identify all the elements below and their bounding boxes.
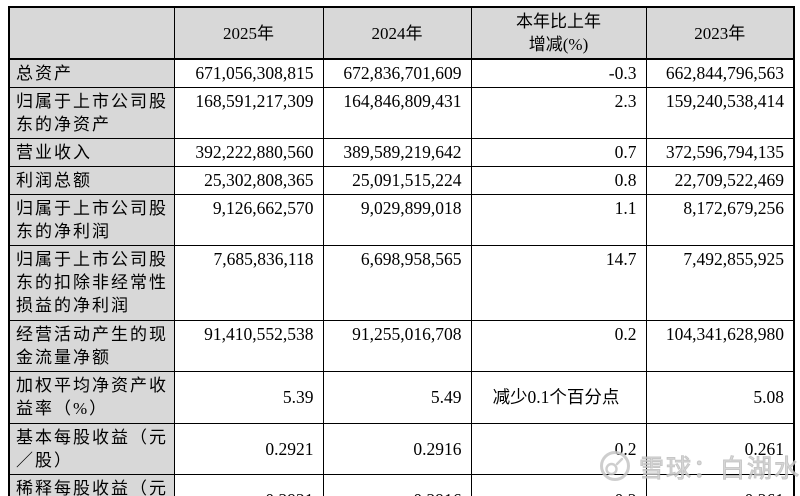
value-2025: 392,222,880,560 — [173, 138, 324, 167]
table-row: 利润总额 25,302,808,365 25,091,515,224 0.8 2… — [8, 166, 795, 195]
row-label: 归属于上市公司股东的净资产 — [8, 87, 175, 139]
value-2024: 164,846,809,431 — [322, 87, 472, 139]
value-2025: 91,410,552,538 — [173, 320, 324, 372]
row-label: 基本每股收益（元／股） — [8, 423, 175, 475]
value-2024: 6,698,958,565 — [322, 245, 472, 321]
value-2025: 0.2921 — [173, 474, 324, 496]
value-2024: 389,589,219,642 — [322, 138, 472, 167]
value-2024: 672,836,701,609 — [322, 58, 472, 88]
row-label: 加权平均净资产收益率（%） — [8, 371, 175, 424]
value-2024: 5.49 — [322, 371, 472, 424]
column-header-2023: 2023年 — [645, 6, 795, 60]
column-header-yoy-change: 本年比上年 增减(%) — [470, 6, 647, 60]
table-row: 归属于上市公司股东的扣除非经常性损益的净利润 7,685,836,118 6,6… — [8, 245, 795, 321]
value-change: 0.7 — [470, 138, 647, 167]
value-2023: 5.08 — [645, 371, 795, 424]
corner-header-cell — [8, 6, 175, 60]
value-2023: 7,492,855,925 — [645, 245, 795, 321]
value-2025: 9,126,662,570 — [173, 194, 324, 246]
value-2023: 372,596,794,135 — [645, 138, 795, 167]
value-2023: 662,844,796,563 — [645, 58, 795, 88]
row-label: 稀释每股收益（元／股） — [8, 474, 175, 496]
table-row: 经营活动产生的现金流量净额 91,410,552,538 91,255,016,… — [8, 320, 795, 372]
value-2024: 0.2916 — [322, 423, 472, 475]
row-label: 归属于上市公司股东的净利润 — [8, 194, 175, 246]
value-2023: 8,172,679,256 — [645, 194, 795, 246]
value-change: 0.2 — [470, 423, 647, 475]
value-2023: 0.261 — [645, 474, 795, 496]
value-2024: 91,255,016,708 — [322, 320, 472, 372]
row-label: 归属于上市公司股东的扣除非经常性损益的净利润 — [8, 245, 175, 321]
column-header-2024: 2024年 — [322, 6, 472, 60]
value-2023: 104,341,628,980 — [645, 320, 795, 372]
header-row: 2025年 2024年 本年比上年 增减(%) 2023年 — [8, 6, 795, 60]
value-2023: 0.261 — [645, 423, 795, 475]
value-2023: 22,709,522,469 — [645, 166, 795, 195]
table-row: 基本每股收益（元／股） 0.2921 0.2916 0.2 0.261 — [8, 423, 795, 475]
value-2024: 0.2916 — [322, 474, 472, 496]
value-change: 0.8 — [470, 166, 647, 195]
value-change: 1.1 — [470, 194, 647, 246]
table-row: 稀释每股收益（元／股） 0.2921 0.2916 0.2 0.261 — [8, 474, 795, 496]
value-2025: 671,056,308,815 — [173, 58, 324, 88]
value-2025: 7,685,836,118 — [173, 245, 324, 321]
table-row: 营业收入 392,222,880,560 389,589,219,642 0.7… — [8, 138, 795, 167]
row-label: 营业收入 — [8, 138, 175, 167]
value-2024: 25,091,515,224 — [322, 166, 472, 195]
financial-summary-table: 2025年 2024年 本年比上年 增减(%) 2023年 总资产 671,05… — [8, 6, 795, 496]
row-label: 利润总额 — [8, 166, 175, 195]
value-change: 2.3 — [470, 87, 647, 139]
value-change: 14.7 — [470, 245, 647, 321]
table-row: 归属于上市公司股东的净资产 168,591,217,309 164,846,80… — [8, 87, 795, 139]
value-2025: 0.2921 — [173, 423, 324, 475]
value-change: 0.2 — [470, 320, 647, 372]
value-2024: 9,029,899,018 — [322, 194, 472, 246]
value-2023: 159,240,538,414 — [645, 87, 795, 139]
value-2025: 25,302,808,365 — [173, 166, 324, 195]
table-row: 加权平均净资产收益率（%） 5.39 5.49 减少0.1个百分点 5.08 — [8, 371, 795, 424]
value-2025: 168,591,217,309 — [173, 87, 324, 139]
value-2025: 5.39 — [173, 371, 324, 424]
row-label: 总资产 — [8, 58, 175, 88]
value-change: -0.3 — [470, 58, 647, 88]
column-header-2025: 2025年 — [173, 6, 324, 60]
table-row: 总资产 671,056,308,815 672,836,701,609 -0.3… — [8, 58, 795, 88]
value-change: 减少0.1个百分点 — [470, 371, 647, 424]
row-label: 经营活动产生的现金流量净额 — [8, 320, 175, 372]
table-row: 归属于上市公司股东的净利润 9,126,662,570 9,029,899,01… — [8, 194, 795, 246]
value-change: 0.2 — [470, 474, 647, 496]
